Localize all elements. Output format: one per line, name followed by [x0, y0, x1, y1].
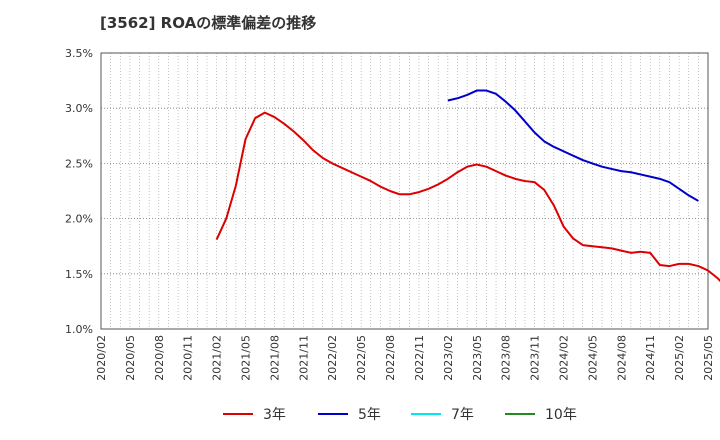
x-tick-label: 2024/11 [644, 335, 657, 381]
plot-background [101, 53, 708, 329]
x-tick-label: 2023/08 [500, 335, 513, 381]
legend-label-5年: 5年 [358, 407, 381, 423]
x-axis-ticks: 2020/02 2020/05 2020/08 2020/11 2021/02 2021/… [95, 335, 715, 381]
x-tick-label: 2025/02 [673, 335, 686, 381]
y-axis-ticks: 1.0% 1.5% 2.0% 2.5% 3.0% 3.5% [65, 47, 93, 336]
x-tick-label: 2023/02 [442, 335, 455, 381]
y-tick-label: 3.5% [65, 47, 93, 60]
x-tick-label: 2020/05 [124, 335, 137, 381]
series-line-3年 [215, 111, 720, 283]
x-tick-label: 2022/08 [384, 335, 397, 381]
chart-title: [3562] ROAの標準偏差の推移 [100, 14, 317, 32]
y-tick-label: 2.0% [65, 213, 93, 226]
y-tick-label: 3.0% [65, 102, 93, 115]
x-tick-label: 2024/05 [586, 335, 599, 381]
legend-label-10年: 10年 [545, 407, 577, 423]
y-tick-label: 1.0% [65, 323, 93, 336]
series-line-5年 [447, 89, 699, 202]
legend: 3年 5年 7年 10年 [223, 407, 577, 423]
x-tick-label: 2021/02 [211, 335, 224, 381]
x-tick-label: 2023/05 [471, 335, 484, 381]
x-tick-label: 2020/08 [153, 335, 166, 381]
y-tick-label: 1.5% [65, 268, 93, 281]
vertical-gridlines [110, 53, 699, 329]
x-tick-label: 2022/02 [326, 335, 339, 381]
x-tick-label: 2024/02 [557, 335, 570, 381]
x-tick-label: 2021/05 [240, 335, 253, 381]
y-tick-label: 2.5% [65, 157, 93, 170]
plot-border [100, 52, 709, 330]
x-tick-label: 2025/05 [702, 335, 715, 381]
series-lines [215, 89, 720, 283]
x-tick-label: 2022/11 [413, 335, 426, 381]
legend-label-7年: 7年 [451, 407, 474, 423]
x-tick-label: 2023/11 [529, 335, 542, 381]
legend-label-3年: 3年 [263, 407, 286, 423]
horizontal-gridlines [101, 107, 708, 275]
x-tick-label: 2020/11 [182, 335, 195, 381]
x-tick-label: 2021/08 [268, 335, 281, 381]
x-tick-label: 2022/05 [355, 335, 368, 381]
x-tick-label: 2024/08 [615, 335, 628, 381]
x-tick-label: 2021/11 [297, 335, 310, 381]
x-tick-label: 2020/02 [95, 335, 108, 381]
